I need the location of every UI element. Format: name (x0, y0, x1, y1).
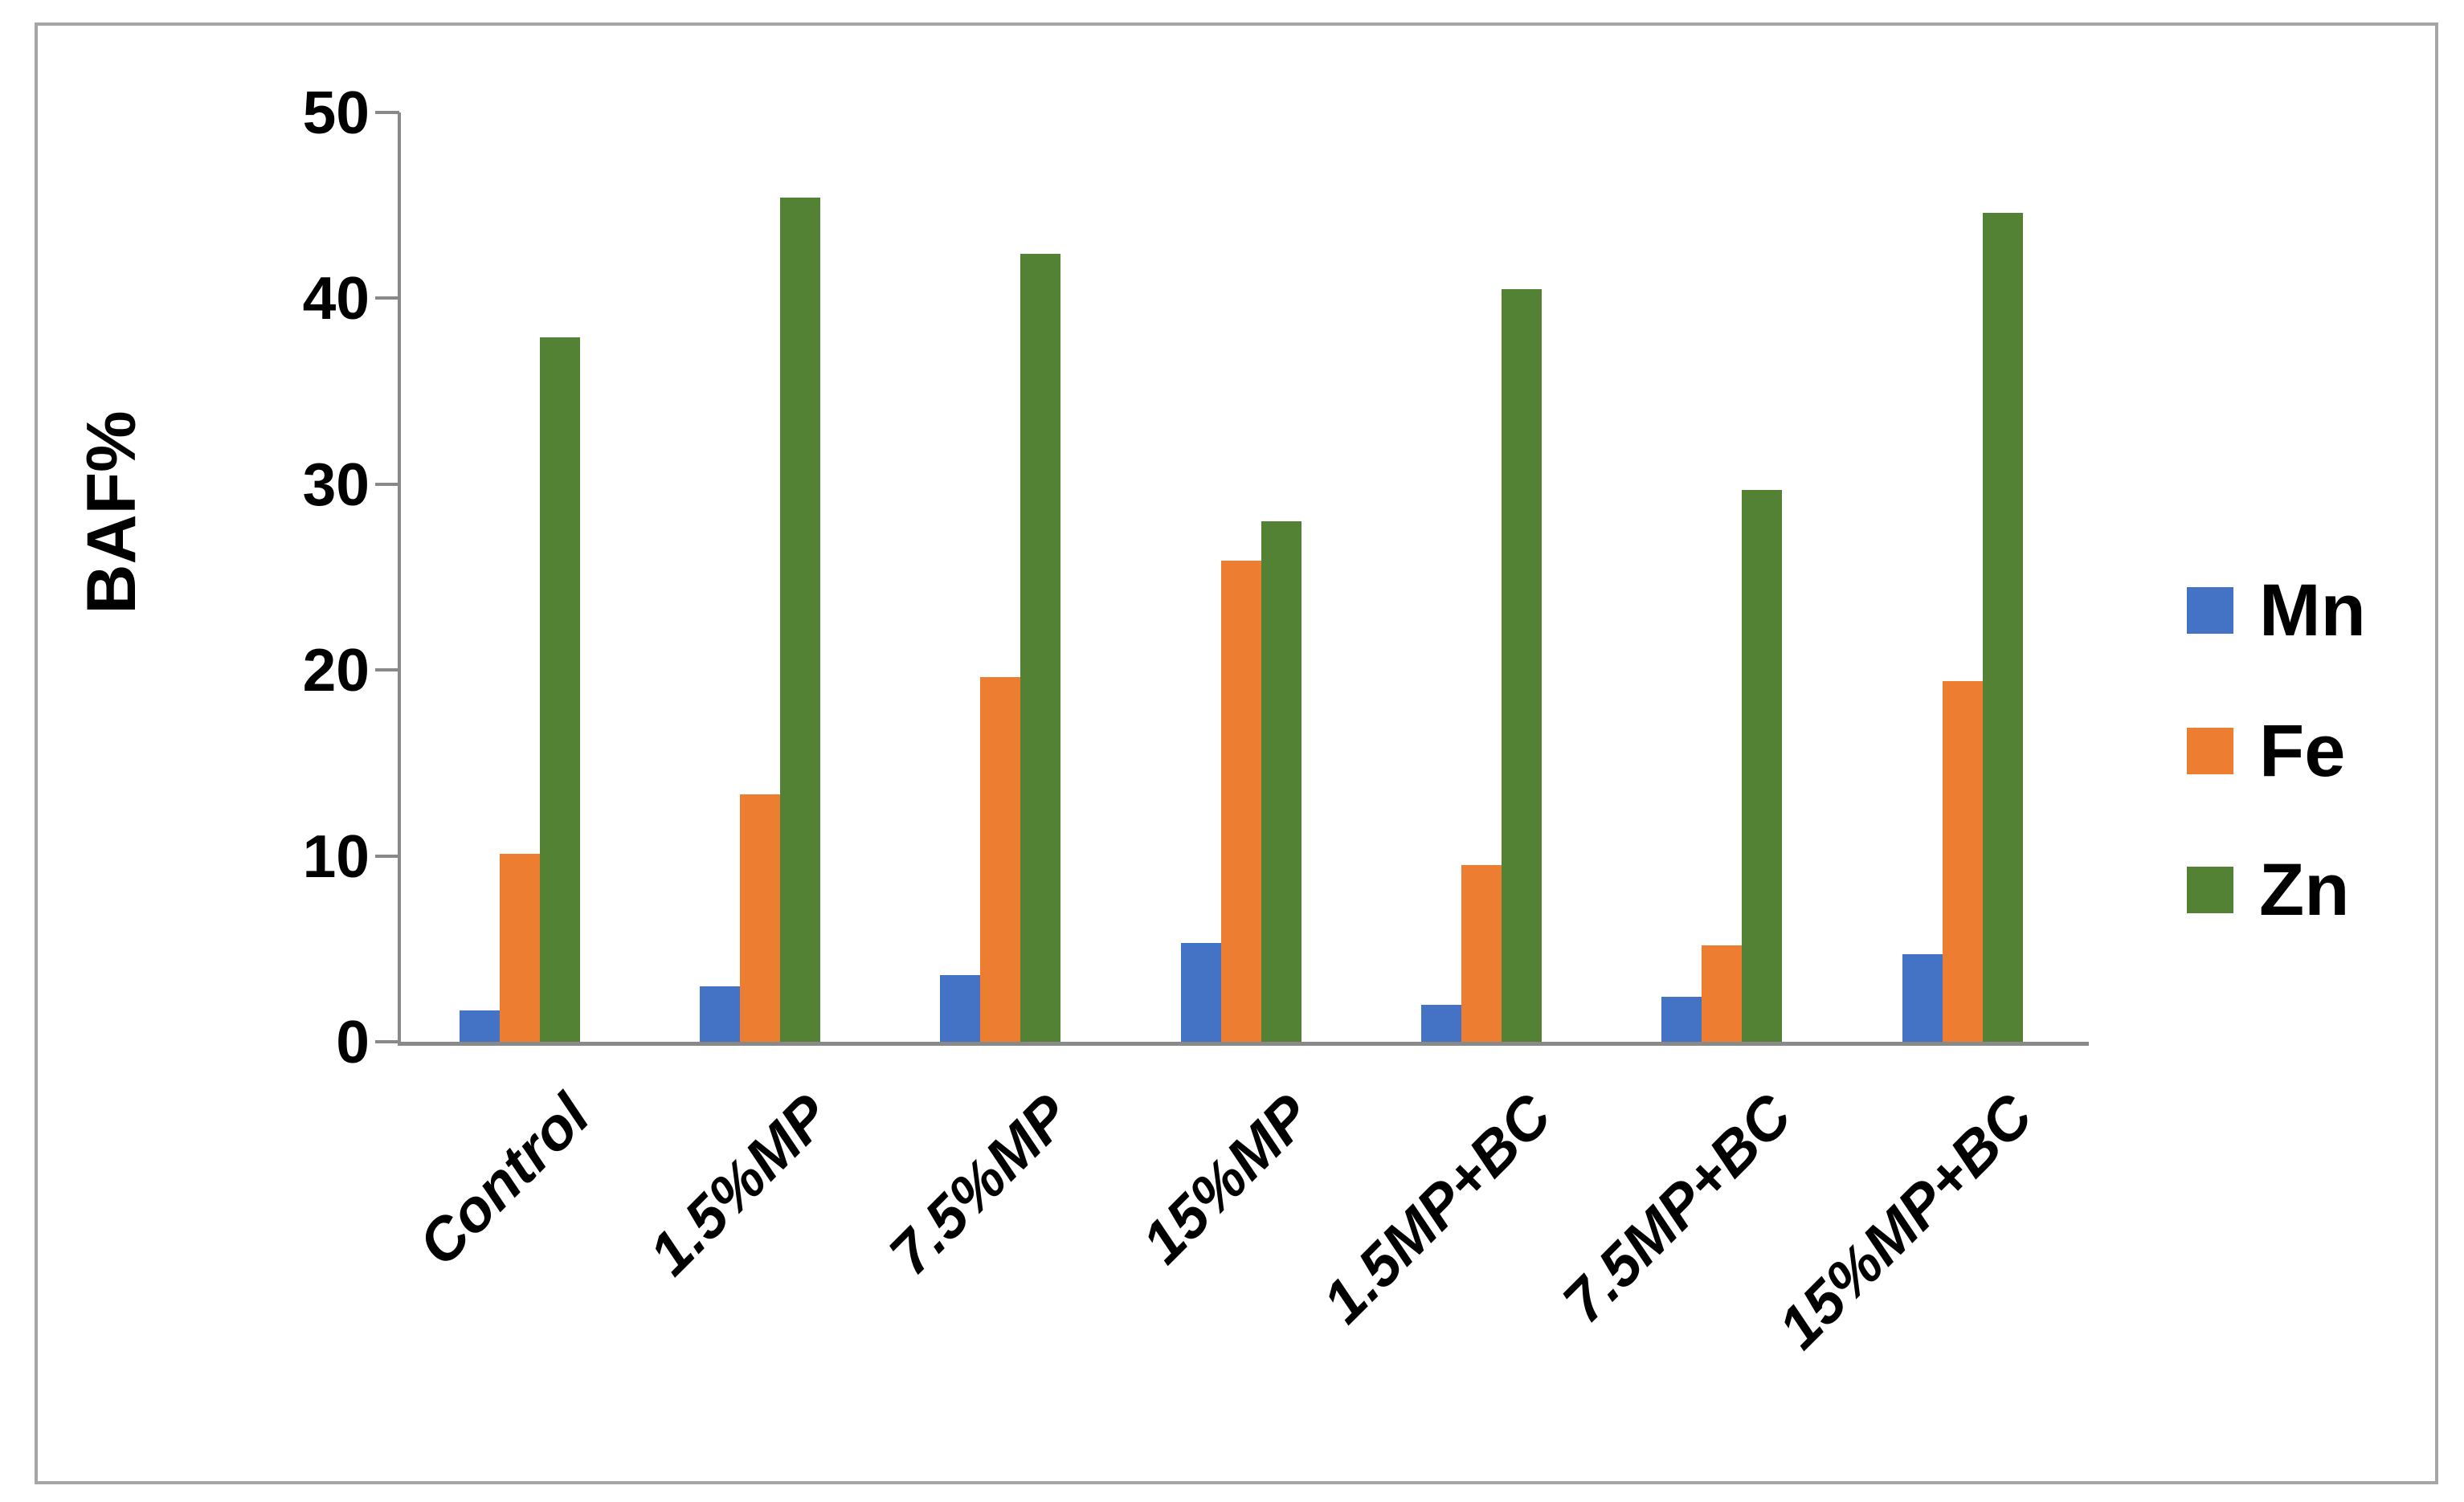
bar-zn-1.5%mp (780, 198, 820, 1042)
bar-zn-1.5mp+bc (1501, 288, 1542, 1042)
y-axis-line (398, 112, 401, 1046)
legend-item-mn: Mn (2187, 569, 2366, 651)
bar-fe-15%mp (1220, 560, 1261, 1042)
legend-label: Mn (2259, 569, 2366, 651)
bar-zn-15%mp (1261, 521, 1301, 1042)
bar-mn-15%mp+bc (1902, 954, 1943, 1042)
y-tick-label: 50 (302, 79, 370, 146)
legend-swatch-icon (2187, 587, 2233, 634)
bar-zn-7.5%mp (1020, 253, 1061, 1042)
bar-fe-15%mp+bc (1942, 681, 1983, 1042)
legend-swatch-icon (2187, 867, 2233, 913)
y-tick-label: 0 (336, 1008, 370, 1075)
bar-zn-15%mp+bc (1982, 212, 2023, 1042)
bar-fe-7.5mp+bc (1702, 945, 1743, 1042)
x-axis-line (398, 1042, 2089, 1046)
bar-mn-7.5%mp (940, 974, 981, 1042)
bar-mn-1.5mp+bc (1420, 1004, 1461, 1042)
legend-item-fe: Fe (2187, 710, 2346, 792)
figure-border (35, 22, 2438, 1484)
bar-mn-15%mp (1180, 943, 1221, 1042)
bar-fe-control (499, 854, 540, 1042)
y-tick-label: 20 (302, 636, 370, 704)
legend-label: Zn (2259, 849, 2350, 931)
legend-item-zn: Zn (2187, 849, 2350, 931)
y-tick-mark (375, 296, 399, 300)
bar-mn-control (459, 1010, 500, 1042)
y-axis-title: BAF% (73, 410, 150, 614)
bar-zn-7.5mp+bc (1742, 489, 1783, 1042)
bar-fe-1.5%mp (740, 794, 780, 1042)
y-tick-label: 10 (302, 822, 370, 890)
bar-mn-7.5mp+bc (1661, 997, 1702, 1042)
y-tick-mark (375, 854, 399, 858)
y-tick-label: 30 (302, 450, 370, 518)
legend-swatch-icon (2187, 728, 2233, 774)
bar-fe-1.5mp+bc (1461, 865, 1502, 1042)
y-tick-mark (375, 111, 399, 114)
y-tick-mark (375, 668, 399, 672)
bar-fe-7.5%mp (980, 677, 1021, 1042)
bar-mn-1.5%mp (700, 986, 740, 1042)
legend-label: Fe (2259, 710, 2346, 792)
y-tick-mark (375, 482, 399, 486)
y-tick-mark (375, 1040, 399, 1043)
bar-zn-control (539, 337, 580, 1042)
y-tick-label: 40 (302, 264, 370, 333)
